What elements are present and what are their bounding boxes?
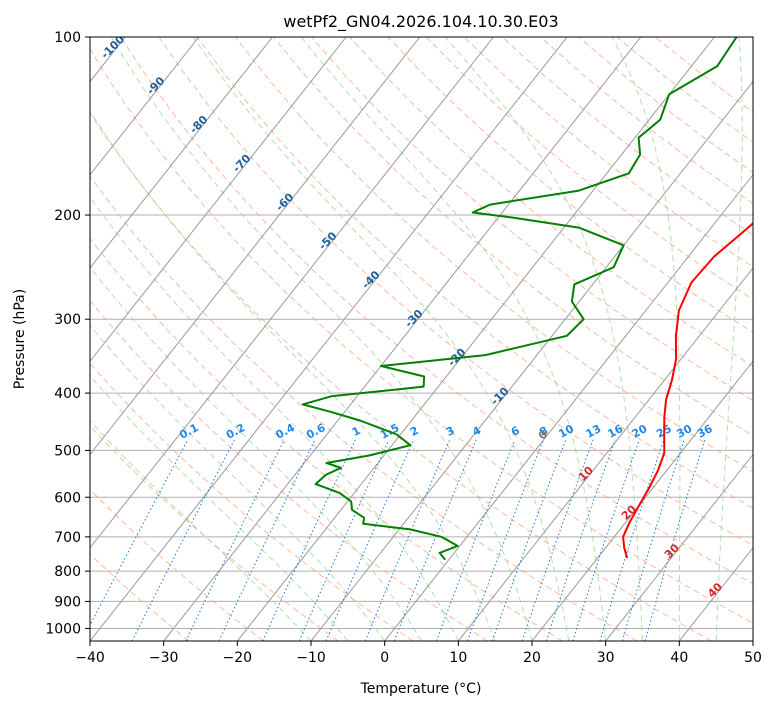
plot-frame xyxy=(89,36,754,642)
moist-adiabat-line xyxy=(444,37,643,641)
y-tick-label: 600 xyxy=(54,490,81,506)
moist-adiabat-line xyxy=(90,266,422,641)
x-tick-label: 40 xyxy=(670,650,688,666)
x-tick-label: −40 xyxy=(75,650,105,666)
mixing-ratio-line xyxy=(491,439,567,641)
y-tick-label: 900 xyxy=(54,594,81,610)
temperature-profile xyxy=(622,221,753,559)
x-axis-ticks: −40 −30 −20 −10 0 10 20 30 40 50 xyxy=(75,641,762,666)
isotherm-line xyxy=(90,37,568,641)
moist-adiabat-line xyxy=(90,324,386,641)
mixing-ratio-line xyxy=(185,439,285,641)
chart-title: wetPf2_GN04.2026.104.10.30.E03 xyxy=(283,12,558,32)
x-tick-label: 20 xyxy=(523,650,541,666)
dry-adiabat-line xyxy=(120,37,753,585)
y-tick-label: 500 xyxy=(54,443,81,459)
isotherm-line xyxy=(90,37,347,363)
mixing-ratio-label: 10 xyxy=(556,422,576,441)
moist-adiabat-line xyxy=(90,375,349,641)
y-tick-label: 200 xyxy=(54,208,81,224)
x-tick-label: −20 xyxy=(223,650,253,666)
x-tick-label: 10 xyxy=(449,650,467,666)
dry-adiabat-line xyxy=(196,37,753,509)
isotherm-line xyxy=(384,173,753,641)
moist-adiabat-line xyxy=(192,37,570,641)
mixing-ratio-line xyxy=(621,439,685,641)
dry-adiabat-line xyxy=(273,37,753,437)
mixing-ratio-lines xyxy=(90,439,706,641)
moist-adiabat-line xyxy=(90,196,459,641)
mixing-ratio-label: 16 xyxy=(606,422,626,441)
y-tick-label: 400 xyxy=(54,386,81,402)
moist-adiabat-line xyxy=(715,37,743,641)
x-tick-label: −10 xyxy=(296,650,326,666)
dry-adiabat-line xyxy=(90,48,753,624)
isotherm-lines xyxy=(90,37,753,641)
isotherm-line xyxy=(531,360,753,641)
isotherm-line xyxy=(457,267,753,641)
dry-adiabat-line xyxy=(90,237,563,641)
plot-background xyxy=(90,37,753,641)
mixing-ratio-line xyxy=(467,439,544,641)
x-tick-label: 30 xyxy=(597,650,615,666)
moist-adiabat-line xyxy=(611,37,681,641)
x-tick-label: 0 xyxy=(380,650,389,666)
dry-adiabat-line xyxy=(158,37,753,547)
mixing-ratio-line xyxy=(325,439,415,641)
mixing-ratio-label: 13 xyxy=(584,422,604,441)
y-tick-label: 1000 xyxy=(45,621,81,637)
dry-adiabat-line xyxy=(90,553,190,641)
dry-adiabat-line xyxy=(90,112,712,641)
y-axis-title: Pressure (hPa) xyxy=(12,289,28,389)
mixing-ratio-line xyxy=(572,439,640,641)
y-tick-label: 700 xyxy=(54,530,81,546)
y-tick-label: 300 xyxy=(54,312,81,328)
mixing-ratio-label: 30 xyxy=(674,422,694,441)
isotherm-line xyxy=(90,37,200,176)
mixing-ratio-line xyxy=(262,439,356,641)
isotherm-line xyxy=(236,37,715,641)
isotherm-line xyxy=(90,37,421,456)
isotherm-line xyxy=(163,37,642,641)
dry-adiabat-line xyxy=(90,175,638,641)
mixing-ratio-label: 20 xyxy=(630,422,650,441)
y-tick-label: 100 xyxy=(54,30,81,46)
mixing-ratio-line xyxy=(644,439,706,641)
x-tick-label: 50 xyxy=(744,650,762,666)
isotherm-line xyxy=(90,37,273,269)
dry-adiabat-line xyxy=(311,37,753,402)
adiabat-lines xyxy=(90,37,753,641)
moist-adiabat-line xyxy=(110,37,533,641)
moist-adiabat-line xyxy=(300,37,607,641)
plot-area: 0.1 0.2 0.4 0.6 1 1.5 2 3 4 6 8 10 13 16 20 25 30 36-100-… xyxy=(90,37,753,641)
dry-adiabat-line xyxy=(234,37,753,473)
isotherm-line xyxy=(605,453,753,641)
dry-adiabat-line xyxy=(90,425,339,641)
y-axis-ticks: 100 200 300 400 500 600 700 800 900 1000 xyxy=(45,30,90,637)
mixing-ratio-label: 36 xyxy=(695,422,715,441)
moist-adiabat-line xyxy=(90,110,496,641)
dewpoint-profile xyxy=(301,37,738,561)
dry-adiabat-line xyxy=(90,299,488,641)
isotherm-line xyxy=(90,37,494,549)
x-tick-label: −30 xyxy=(149,650,179,666)
moist-adiabat-line xyxy=(90,420,312,641)
sounding-series xyxy=(301,37,753,561)
y-tick-label: 800 xyxy=(54,564,81,580)
x-axis-title: Temperature (°C) xyxy=(360,681,482,697)
mixing-ratio-line xyxy=(599,439,665,641)
mixing-ratio-line xyxy=(298,439,390,641)
dry-adiabat-line xyxy=(349,37,753,367)
